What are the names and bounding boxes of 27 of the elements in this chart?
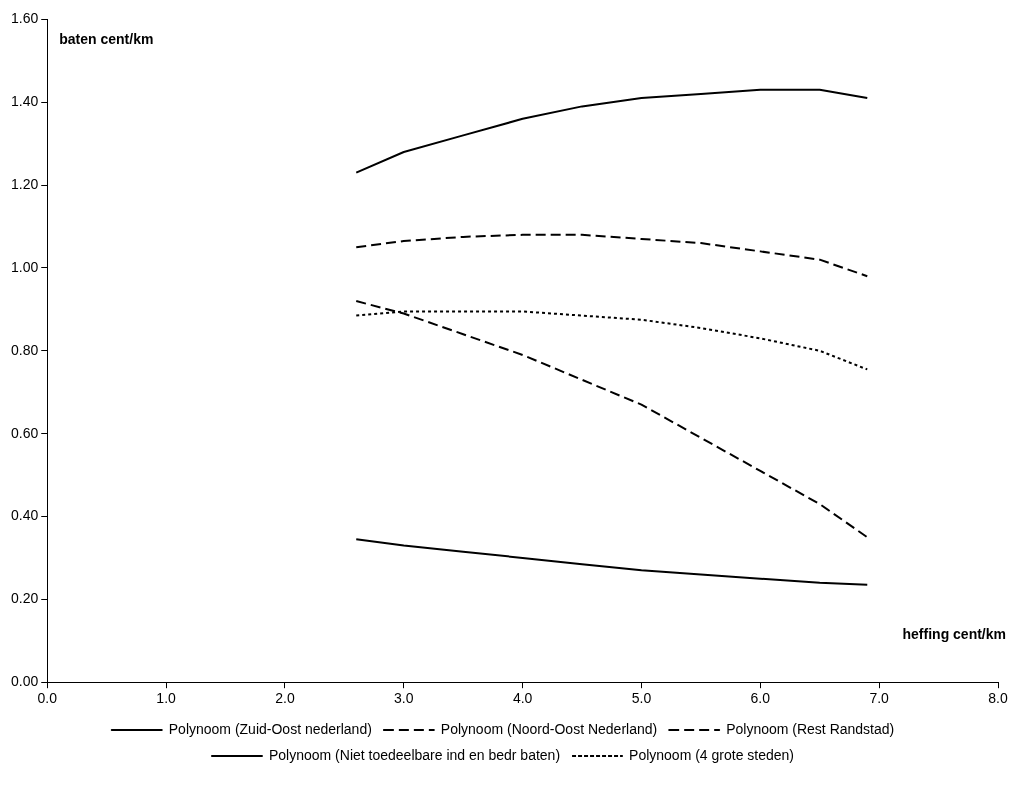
x-tick-label: 1.0	[156, 690, 177, 707]
x-tick-label: 3.0	[394, 690, 414, 707]
y-tick-label: 1.40	[11, 93, 39, 110]
x-tick-label: 5.0	[631, 690, 652, 707]
x-tick-label: 2.0	[275, 690, 295, 707]
x-tick-label: 7.0	[869, 690, 890, 707]
x-axis-title: heffing cent/km	[902, 626, 1006, 643]
y-axis-title: baten cent/km	[59, 31, 154, 48]
y-tick-label: 0.60	[11, 424, 39, 441]
x-tick-label: 0.0	[37, 690, 58, 707]
y-tick-label: 0.00	[11, 673, 39, 690]
y-tick-label: 1.60	[11, 10, 39, 27]
x-tick-label: 6.0	[750, 690, 771, 707]
line-series	[355, 300, 869, 539]
y-tick-label: 1.20	[11, 175, 39, 192]
y-tick-label: 0.20	[11, 590, 39, 607]
legend-label: Polynoom (Niet toedeelbare ind en bedr baten)	[268, 746, 561, 763]
y-tick-label: 0.40	[11, 507, 39, 524]
legend-label: Polynoom (Rest Randstad)	[726, 720, 895, 737]
x-tick-label: 4.0	[512, 690, 533, 707]
x-tick-label: 8.0	[988, 690, 1008, 707]
line-series	[355, 233, 869, 278]
legend-label: Polynoom (Zuid-Oost nederland)	[168, 720, 372, 737]
legend-label: Polynoom (4 grote steden)	[629, 746, 795, 763]
legend-label: Polynoom (Noord-Oost Nederland)	[440, 720, 658, 737]
y-tick-label: 1.00	[11, 258, 39, 275]
y-tick-label: 0.80	[11, 341, 39, 358]
